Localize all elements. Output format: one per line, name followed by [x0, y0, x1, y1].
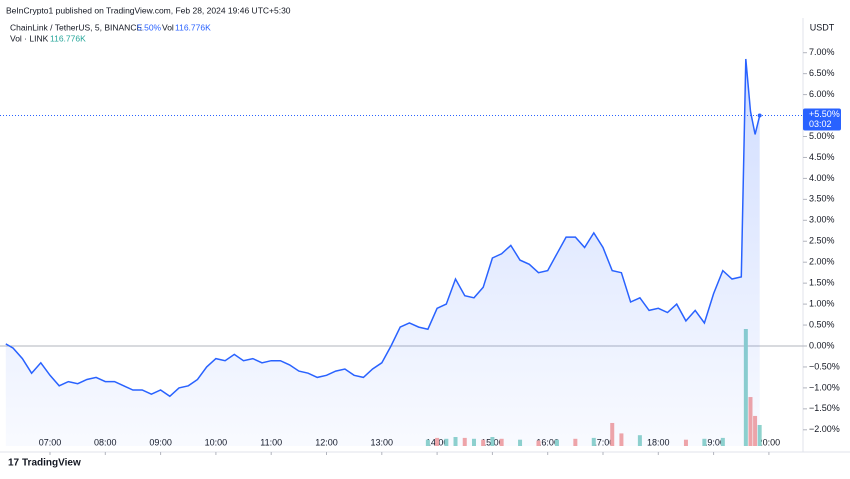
y-tick-label: 2.00% — [809, 257, 835, 267]
y-tick-label: 1.50% — [809, 278, 835, 288]
y-tick-label: 6.00% — [809, 89, 835, 99]
y-tick-label: 0.00% — [809, 340, 835, 350]
y-tick-label: 3.50% — [809, 194, 835, 204]
y-tick-label: 1.00% — [809, 298, 835, 308]
y-tick-label: 0.50% — [809, 319, 835, 329]
y-tick-label: −0.50% — [809, 361, 840, 371]
price-tag — [803, 108, 841, 131]
symbol: ChainLink / TetherUS, 5, BINANCE — [10, 22, 142, 32]
y-tick-label: 2.50% — [809, 236, 835, 246]
change: 5.50% — [137, 22, 162, 32]
published: BeInCrypto1 published on TradingView.com… — [6, 5, 291, 15]
y-tick-label: 3.00% — [809, 215, 835, 225]
countdown: 03:02 — [809, 119, 832, 129]
vol-legend-value: 116.776K — [50, 33, 86, 43]
y-tick-label: 5.00% — [809, 131, 835, 141]
vol-value: 116.776K — [175, 22, 211, 32]
y-tick-label: 7.00% — [809, 47, 835, 57]
y-tick-label: 6.50% — [809, 68, 835, 78]
y-tick-label: 4.00% — [809, 173, 835, 183]
line — [5, 58, 761, 398]
area — [5, 59, 760, 446]
brand: TradingView — [22, 458, 81, 469]
y-tick-label: −1.00% — [809, 382, 840, 392]
vol-key: Vol — [162, 22, 174, 32]
currency: USDT — [810, 22, 835, 32]
brand-logo: 17 — [8, 458, 20, 469]
y-tick-label: 4.50% — [809, 152, 835, 162]
y-tick-label: −2.00% — [809, 424, 840, 434]
y-tick-label: −1.50% — [809, 403, 840, 413]
price-label: +5.50% — [809, 109, 840, 119]
vol-legend: Vol · LINK — [10, 33, 49, 43]
x-tick-label: 20:00 — [758, 437, 781, 447]
